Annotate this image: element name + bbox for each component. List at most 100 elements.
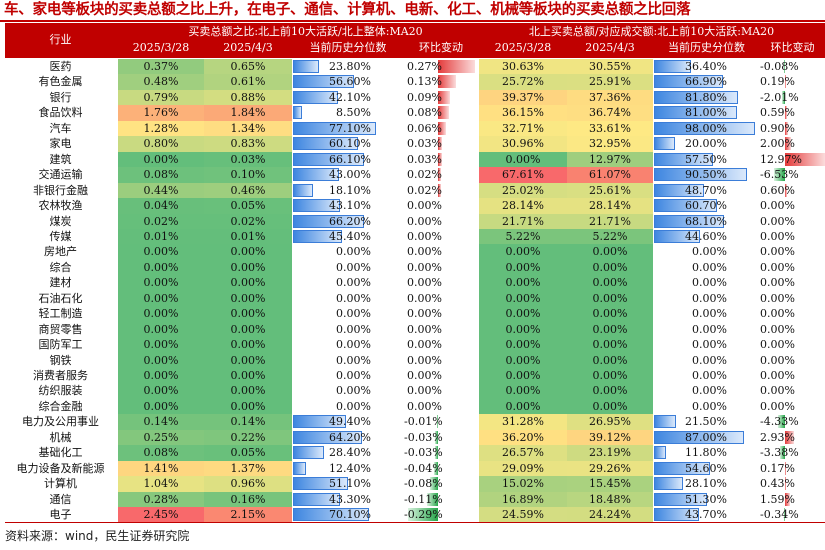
right-change-value: 1.59% — [760, 493, 795, 506]
right-percentile-value: 81.00% — [685, 106, 727, 119]
right-percentile-value: 81.80% — [685, 91, 727, 104]
industry-name: 计算机 — [44, 477, 77, 490]
right-date1-cell: 29.09% — [479, 461, 567, 477]
right-percentile-value: 90.50% — [685, 168, 727, 181]
left-change-bar — [438, 122, 447, 135]
left-date1-cell: 0.80% — [118, 136, 204, 152]
industry-name: 电子 — [49, 508, 72, 521]
industry-name: 综合金融 — [38, 400, 83, 413]
right-date1-cell: 24.59% — [479, 507, 567, 523]
right-date2-cell: 25.91% — [567, 74, 653, 90]
left-date2-cell: 0.83% — [204, 136, 292, 152]
right-date2-cell: 0.00% — [567, 383, 653, 399]
left-change-value: -0.03% — [404, 446, 443, 459]
left-percentile-value: 0.00% — [336, 292, 371, 305]
right-change-value: 12.97% — [760, 153, 802, 166]
left-change-value: -0.01% — [404, 415, 443, 428]
right-date2-cell: 0.00% — [567, 353, 653, 369]
left-percentile-value: 64.20% — [329, 431, 371, 444]
left-date1-cell: 0.37% — [118, 59, 204, 75]
right-change-bar — [785, 137, 792, 150]
left-date2-cell: 0.00% — [204, 337, 292, 353]
right-percentile-bar — [654, 60, 692, 73]
industry-name: 煤炭 — [49, 215, 72, 228]
right-change-bar — [785, 477, 787, 490]
right-percentile-value: 0.00% — [692, 323, 727, 336]
left-date1-cell: 0.00% — [118, 383, 204, 399]
left-percentile-bar — [293, 508, 369, 521]
left-change-value: -0.04% — [404, 462, 443, 475]
right-date2-cell: 0.00% — [567, 260, 653, 276]
industry-name: 医药 — [49, 60, 72, 73]
industry-name: 非银行金融 — [33, 184, 88, 197]
right-percentile-value: 28.10% — [685, 477, 727, 490]
left-date1-cell: 0.08% — [118, 167, 204, 183]
left-date1-cell: 0.44% — [118, 183, 204, 199]
right-change-value: 0.00% — [760, 292, 795, 305]
left-change-value: 0.13% — [407, 75, 442, 88]
right-percentile-bar — [654, 230, 700, 243]
right-percentile-bar — [654, 446, 667, 459]
right-change-value: 0.00% — [760, 338, 795, 351]
right-date1-cell: 0.00% — [479, 291, 567, 307]
right-percentile-value: 54.60% — [685, 462, 727, 475]
right-change-bar — [785, 431, 795, 444]
right-change-value: -3.38% — [760, 446, 799, 459]
left-date2-cell: 0.05% — [204, 198, 292, 214]
left-percentile-bar — [293, 137, 358, 150]
right-change-value: -2.01% — [760, 91, 799, 104]
right-change-value: -0.08% — [760, 60, 799, 73]
left-percentile-value: 0.00% — [336, 354, 371, 367]
industry-name: 汽车 — [49, 122, 72, 135]
right-date1-cell: 15.02% — [479, 476, 567, 492]
left-date1-cell: 0.04% — [118, 198, 204, 214]
industry-name: 商贸零售 — [38, 323, 83, 336]
left-date2-cell: 0.00% — [204, 291, 292, 307]
left-percentile-value: 43.30% — [329, 493, 371, 506]
right-percentile-value: 0.00% — [692, 245, 727, 258]
right-date1-cell: 36.20% — [479, 430, 567, 446]
right-date1-cell: 39.37% — [479, 90, 567, 106]
right-date2-cell: 30.55% — [567, 59, 653, 75]
left-date2-cell: 0.00% — [204, 306, 292, 322]
industry-name: 钢铁 — [49, 354, 72, 367]
source-note: 资料来源：wind，民生证券研究院 — [5, 529, 190, 543]
left-percentile-value: 43.10% — [329, 199, 371, 212]
right-percentile-value: 43.70% — [685, 508, 727, 521]
left-date2-cell: 0.46% — [204, 183, 292, 199]
left-date2-cell: 0.05% — [204, 445, 292, 461]
left-date2-cell: 0.00% — [204, 383, 292, 399]
right-change-value: 2.00% — [760, 137, 795, 150]
left-change-value: -0.11% — [404, 493, 443, 506]
left-percentile-bar — [293, 199, 340, 212]
right-percentile-value: 36.40% — [685, 60, 727, 73]
right-change-value: 2.93% — [760, 431, 795, 444]
left-date1-cell: 0.25% — [118, 430, 204, 446]
left-change-bar — [429, 477, 438, 490]
left-percentile-value: 70.10% — [329, 508, 371, 521]
left-percentile-bar — [293, 446, 324, 459]
left-date2-cell: 0.14% — [204, 414, 292, 430]
right-date2-cell: 25.61% — [567, 183, 653, 199]
right-date2-cell: 24.24% — [567, 507, 653, 523]
left-percentile-bar — [293, 91, 339, 104]
right-change-bar — [785, 184, 787, 197]
right-change-value: 0.00% — [760, 354, 795, 367]
right-percentile-value: 44.60% — [685, 230, 727, 243]
industry-name: 纺织服装 — [38, 384, 83, 397]
right-date1-cell: 16.89% — [479, 492, 567, 508]
left-percentile-value: 0.00% — [336, 384, 371, 397]
left-change-bar — [408, 508, 438, 521]
right-change-bar — [777, 415, 785, 428]
right-percentile-bar — [654, 106, 738, 119]
left-group-header: 买卖总额之比:北上前10大活跃/北上整体:MA20 — [188, 25, 423, 38]
left-change-value: 0.00% — [407, 400, 442, 413]
right-date1-cell: 67.61% — [479, 167, 567, 183]
right-percentile-bar — [654, 168, 748, 181]
industry-name: 建筑 — [49, 153, 72, 166]
right-percentile-header: 当前历史分位数 — [668, 41, 745, 54]
right-percentile-value: 0.00% — [692, 307, 727, 320]
left-percentile-bar — [293, 415, 347, 428]
right-percentile-bar — [654, 415, 677, 428]
left-date1-cell: 0.00% — [118, 368, 204, 384]
